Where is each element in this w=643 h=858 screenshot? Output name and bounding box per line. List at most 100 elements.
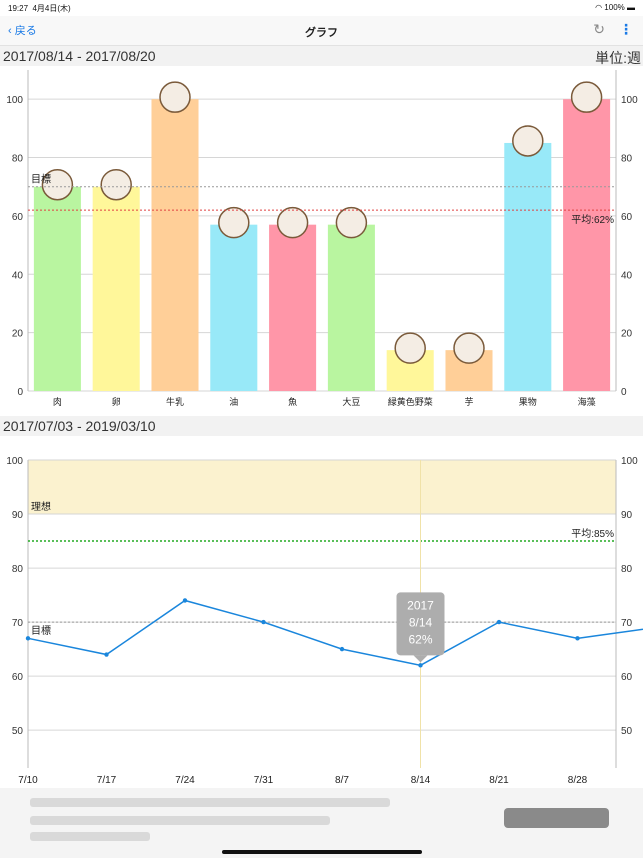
y-tick-label: 20 xyxy=(12,329,24,340)
vegetable-icon xyxy=(394,332,426,364)
line-date-range: 2017/07/03 - 2019/03/10 xyxy=(3,418,156,434)
target-label: 目標 xyxy=(31,173,51,186)
data-point xyxy=(575,636,580,641)
back-label: 戻る xyxy=(14,25,37,37)
seaweed-icon xyxy=(570,81,603,113)
reload-icon[interactable]: ↻ xyxy=(593,21,605,37)
average-label: 平均:85% xyxy=(571,528,614,540)
x-tick-label: 油 xyxy=(229,396,238,407)
data-point xyxy=(418,663,423,668)
data-point xyxy=(496,619,502,625)
ideal-label: 理想 xyxy=(31,500,51,513)
fish-icon xyxy=(276,206,309,239)
wifi-icon: ◠ xyxy=(595,3,603,12)
nav-bar: ‹ 戻る グラフ ↻ ⋮ xyxy=(0,16,643,46)
y-tick-label-right: 90 xyxy=(621,510,633,521)
x-tick-label: 芋 xyxy=(464,397,473,407)
x-tick-label: 卵 xyxy=(112,397,121,407)
meat-icon xyxy=(41,168,74,201)
milk-icon xyxy=(159,81,191,113)
status-bar: 19:27 4月4日(木) ◠ 100% ▬ xyxy=(0,0,643,16)
banner-text-line xyxy=(30,798,390,807)
bar-chart: 0 0 20 20 40 40 60 60 80 80 100 100 肉 卵 牛乳 油 魚 大豆 緑黄色野菜 芋 果物… xyxy=(0,66,643,414)
data-point xyxy=(182,598,188,603)
tooltip-value: 62% xyxy=(408,632,432,646)
chevron-left-icon: ‹ xyxy=(8,25,12,37)
x-tick-label: 8/21 xyxy=(489,775,509,786)
x-tick-label: 緑黄色野菜 xyxy=(388,396,433,407)
ideal-band xyxy=(28,460,616,515)
x-tick-label: 8/28 xyxy=(568,775,588,786)
bar-section-header: 2017/08/14 - 2017/08/20 単位:週 xyxy=(0,46,643,66)
y-tick-label: 80 xyxy=(12,564,24,575)
data-point xyxy=(261,619,266,625)
back-button[interactable]: ‹ 戻る xyxy=(8,22,37,38)
y-tick-label-right: 80 xyxy=(621,154,633,165)
bar xyxy=(504,142,552,391)
data-point xyxy=(25,636,31,641)
x-tick-label: 8/14 xyxy=(411,775,431,786)
potato-icon xyxy=(453,332,485,364)
home-indicator xyxy=(222,850,422,854)
x-tick-label: 7/17 xyxy=(97,775,117,786)
y-tick-label-right: 70 xyxy=(621,618,633,629)
banner-button[interactable] xyxy=(504,808,609,828)
x-tick-label: 8/7 xyxy=(335,775,349,786)
y-tick-label-right: 60 xyxy=(621,672,633,683)
y-tick-label-right: 60 xyxy=(621,212,633,223)
tooltip-box xyxy=(396,592,445,656)
tooltip-year: 2017 xyxy=(407,598,434,612)
bar xyxy=(33,186,81,391)
data-point xyxy=(339,646,345,652)
y-tick-label-right: 100 xyxy=(621,95,638,106)
page-title: グラフ xyxy=(305,27,338,39)
line-section-header: 2017/07/03 - 2019/03/10 xyxy=(0,416,643,436)
y-tick-label: 60 xyxy=(12,672,24,683)
bar xyxy=(151,99,199,391)
y-tick-label-right: 100 xyxy=(621,456,638,467)
bar xyxy=(327,224,375,391)
bar xyxy=(210,224,258,391)
y-tick-label-right: 0 xyxy=(621,387,627,398)
x-tick-label: 牛乳 xyxy=(166,396,184,407)
y-tick-label: 50 xyxy=(12,726,24,737)
y-tick-label-right: 40 xyxy=(621,270,633,281)
bar xyxy=(269,224,317,391)
fruit-icon xyxy=(512,125,544,157)
oil-icon xyxy=(218,206,250,239)
banner-text-line xyxy=(30,832,150,841)
x-tick-label: 大豆 xyxy=(342,396,360,407)
battery-icon: ▬ xyxy=(627,3,635,12)
x-tick-label: 果物 xyxy=(519,396,537,407)
status-time: 19:27 4月4日(木) xyxy=(8,4,71,13)
y-tick-label: 100 xyxy=(6,95,23,106)
x-tick-label: 7/10 xyxy=(18,775,38,786)
x-tick-label: 7/31 xyxy=(254,775,274,786)
more-menu-icon[interactable]: ⋮ xyxy=(619,21,633,37)
y-tick-label: 0 xyxy=(17,387,23,398)
x-tick-label: 肉 xyxy=(53,396,62,407)
tooltip-date: 8/14 xyxy=(409,615,433,629)
bar xyxy=(563,99,611,391)
target-label: 目標 xyxy=(31,624,51,637)
data-point xyxy=(104,652,109,657)
average-label: 平均:62% xyxy=(571,214,614,226)
y-tick-label: 40 xyxy=(12,270,24,281)
x-tick-label: 7/24 xyxy=(175,775,195,786)
bottom-banner xyxy=(0,788,643,858)
line-chart: 理想 50 50 60 60 70 70 80 80 90 90 100 100 7/10 7/17 7/24… xyxy=(0,436,643,788)
tooltip-pointer xyxy=(413,655,428,663)
y-tick-label: 100 xyxy=(6,456,23,467)
bar-date-range: 2017/08/14 - 2017/08/20 xyxy=(3,48,156,64)
banner-text-line xyxy=(30,816,330,825)
y-tick-label-right: 20 xyxy=(621,329,633,340)
y-tick-label: 60 xyxy=(12,212,24,223)
egg-icon xyxy=(100,168,132,201)
x-tick-label: 魚 xyxy=(288,396,297,407)
x-tick-label: 海藻 xyxy=(578,396,596,407)
y-tick-label: 90 xyxy=(12,510,24,521)
battery-percent: 100% xyxy=(604,3,625,12)
y-tick-label-right: 80 xyxy=(621,564,633,575)
unit-label: 単位:週 xyxy=(595,50,641,66)
soybean-icon xyxy=(335,206,368,239)
